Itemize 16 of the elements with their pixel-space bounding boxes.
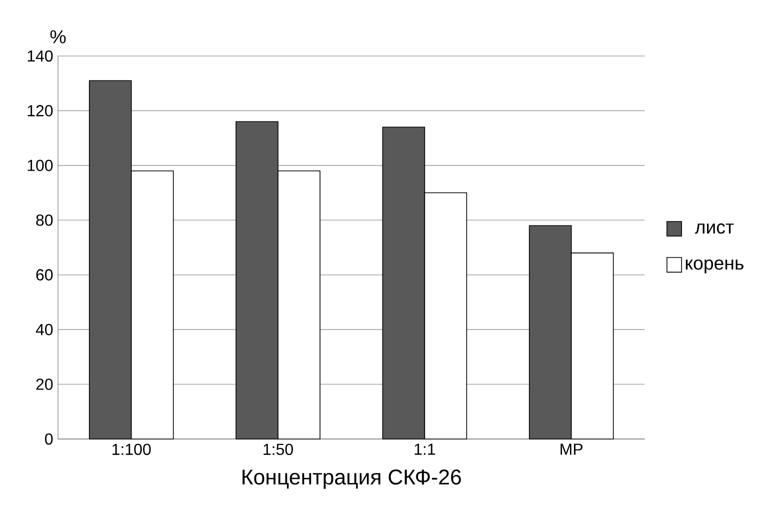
x-tick-label: 1:50 xyxy=(264,444,293,456)
y-tick-label: 0 xyxy=(45,433,53,445)
y-tick-label: 60 xyxy=(36,269,53,280)
x-tick-label: 1:1 xyxy=(414,444,436,455)
x-tick-label: МР xyxy=(560,444,582,455)
y-tick-label: 40 xyxy=(36,324,53,336)
y-tick-label: 80 xyxy=(36,214,53,226)
x-axis-title: Концентрация СКФ-26 xyxy=(242,470,461,489)
y-axis-title: % xyxy=(50,30,66,44)
y-tick-label: 120 xyxy=(28,105,53,116)
y-tick-label: 100 xyxy=(28,160,53,172)
x-tick-label: 1:100 xyxy=(112,444,151,456)
legend-label: корень xyxy=(686,259,744,274)
y-tick-label: 20 xyxy=(36,378,53,390)
legend-label: лист xyxy=(694,223,734,234)
y-tick-label: 140 xyxy=(28,50,53,62)
